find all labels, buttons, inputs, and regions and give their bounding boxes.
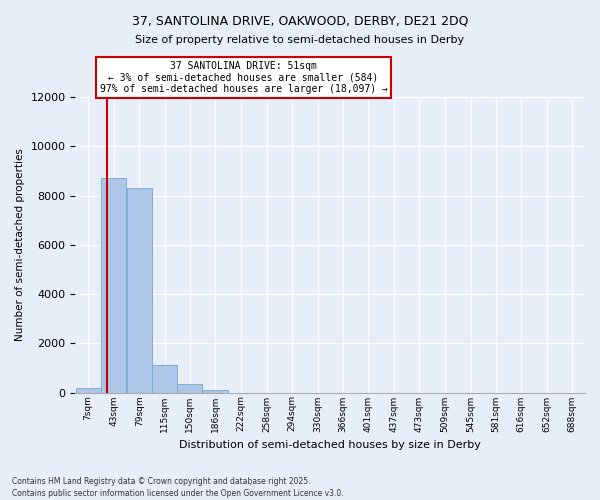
Text: Contains HM Land Registry data © Crown copyright and database right 2025.
Contai: Contains HM Land Registry data © Crown c…: [12, 476, 344, 498]
Bar: [152, 366, 177, 392]
X-axis label: Distribution of semi-detached houses by size in Derby: Distribution of semi-detached houses by …: [179, 440, 481, 450]
Text: Size of property relative to semi-detached houses in Derby: Size of property relative to semi-detach…: [136, 35, 464, 45]
Bar: [177, 384, 202, 392]
Text: 37 SANTOLINA DRIVE: 51sqm
← 3% of semi-detached houses are smaller (584)
97% of : 37 SANTOLINA DRIVE: 51sqm ← 3% of semi-d…: [100, 61, 388, 94]
Text: 37, SANTOLINA DRIVE, OAKWOOD, DERBY, DE21 2DQ: 37, SANTOLINA DRIVE, OAKWOOD, DERBY, DE2…: [132, 15, 468, 28]
Bar: [76, 388, 101, 392]
Bar: [101, 178, 127, 392]
Bar: [203, 390, 228, 392]
Bar: [127, 188, 152, 392]
Y-axis label: Number of semi-detached properties: Number of semi-detached properties: [15, 148, 25, 341]
